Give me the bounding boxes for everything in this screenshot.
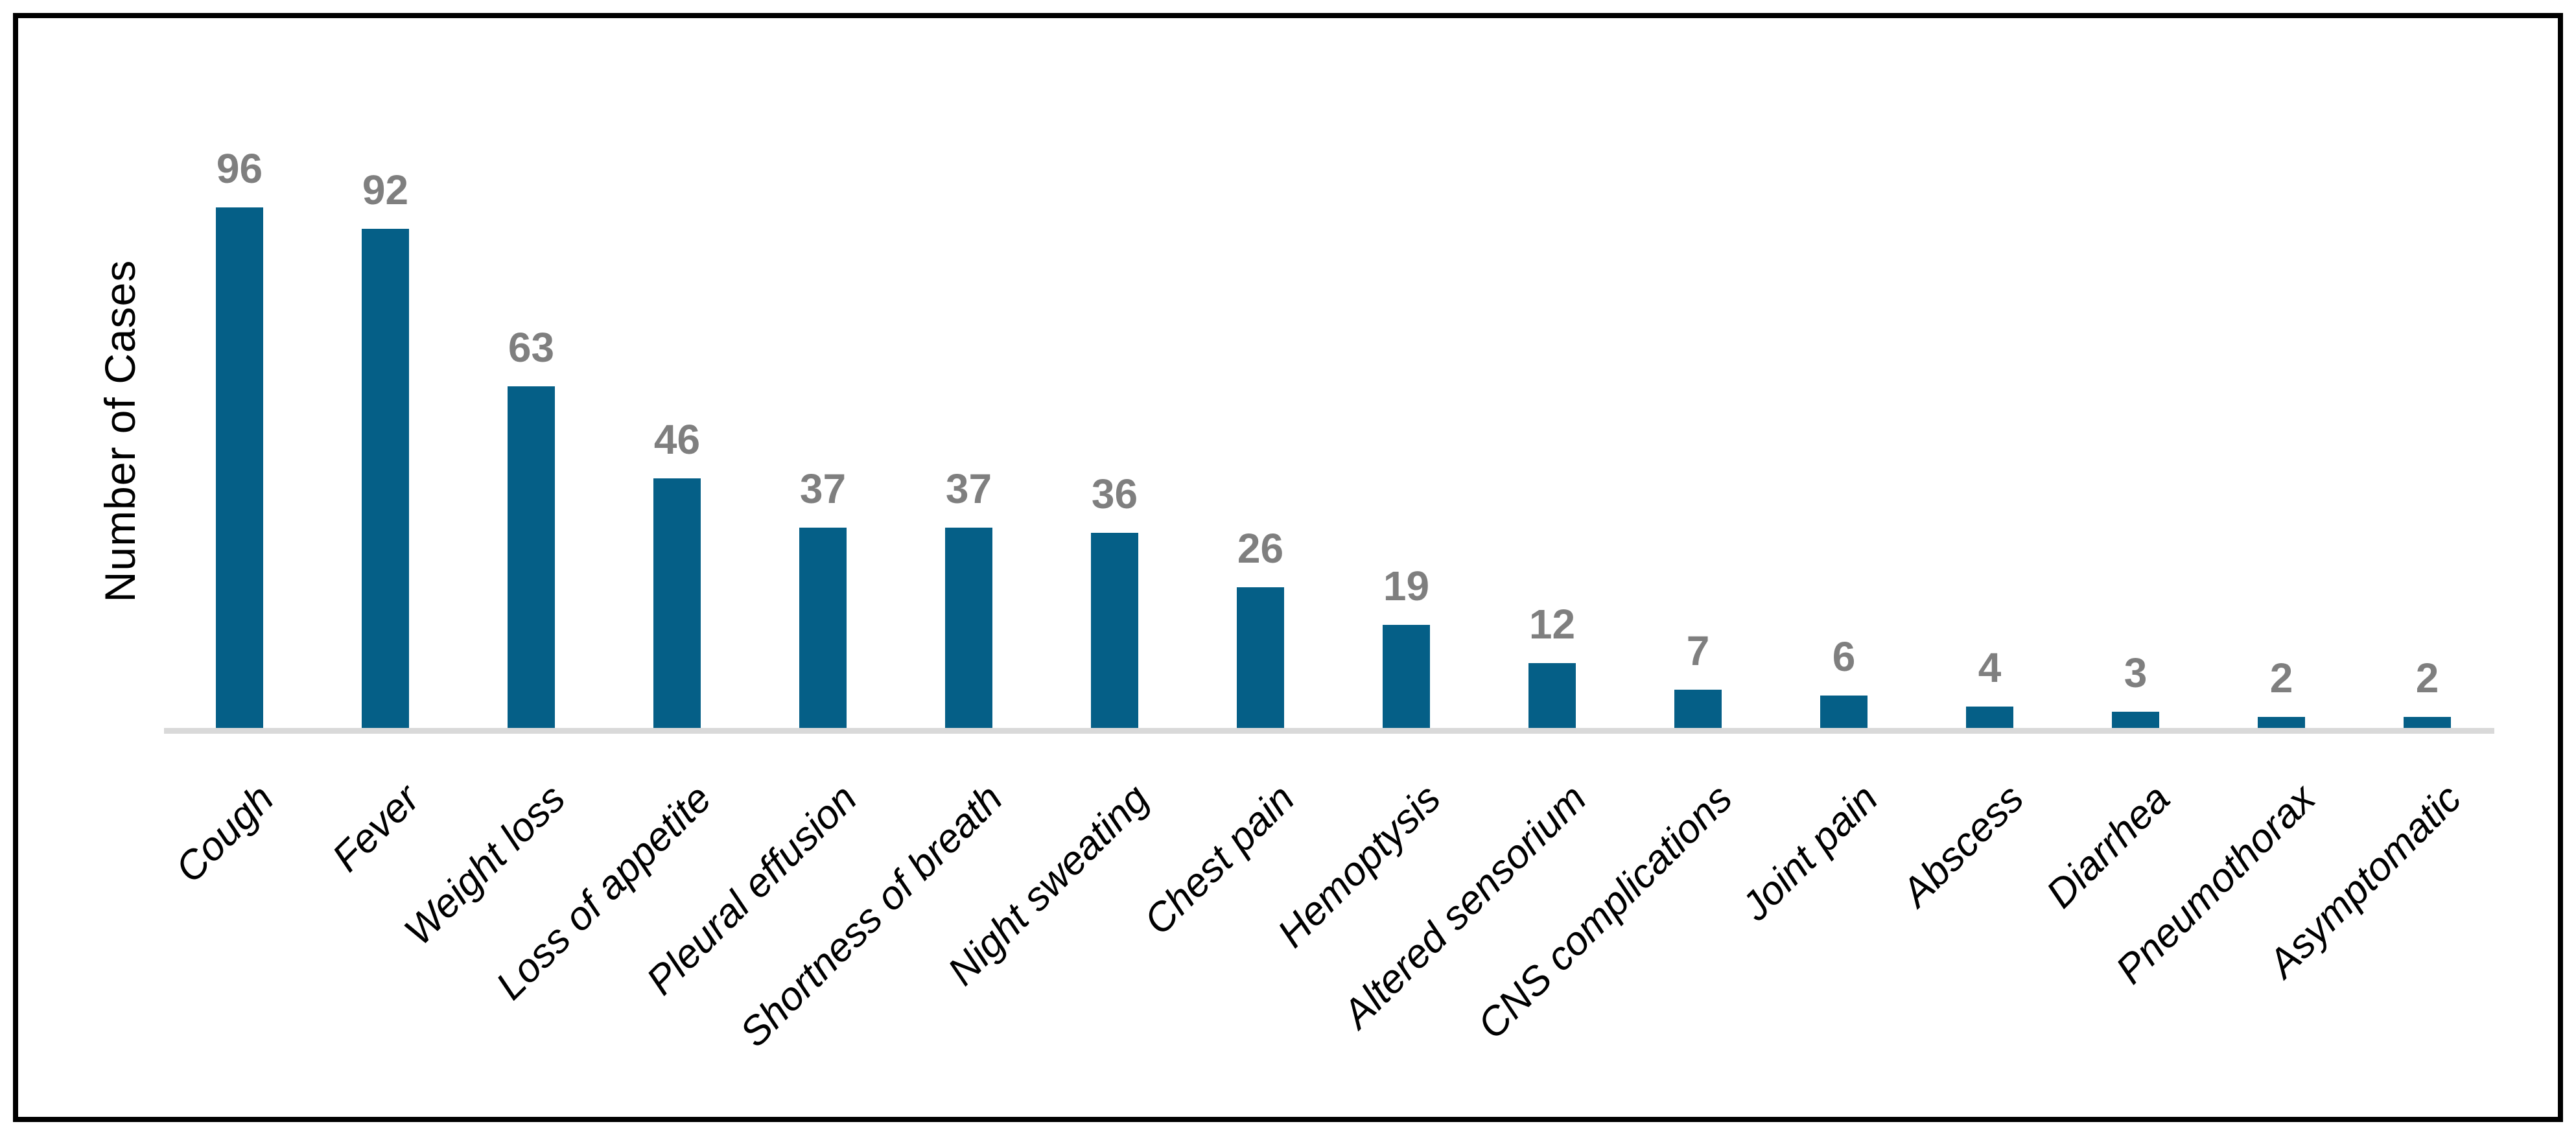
bar	[653, 478, 701, 728]
bar-value-label: 12	[1528, 601, 1576, 648]
y-axis-title-text: Number of Cases	[96, 259, 144, 603]
category-label: Diarrhea	[2037, 776, 2179, 917]
bar	[1674, 690, 1722, 728]
bar	[508, 386, 555, 728]
x-axis-line	[164, 728, 2494, 734]
bar	[1966, 707, 2013, 728]
bar-value-label: 3	[2124, 649, 2148, 696]
bar	[2258, 717, 2305, 728]
bar-value-label: 4	[1978, 644, 2002, 691]
category-label: Fever	[323, 776, 428, 881]
category-label: Altered sensorium	[1334, 776, 1595, 1037]
bar	[1383, 625, 1430, 728]
bar-value-label: 26	[1237, 525, 1284, 572]
category-label: Abscess	[1893, 776, 2033, 915]
bar-value-label: 92	[362, 167, 409, 213]
bar	[216, 207, 263, 728]
bar	[1237, 587, 1284, 728]
bar-value-label: 63	[508, 324, 555, 371]
bar	[1091, 533, 1138, 728]
category-label: CNS complications	[1469, 776, 1741, 1048]
bar-value-label: 7	[1686, 627, 1710, 674]
bar-value-label: 96	[216, 145, 263, 192]
bar	[362, 229, 409, 728]
bar	[2404, 717, 2451, 728]
bar-value-label: 6	[1832, 633, 1856, 680]
bar-value-label: 2	[2415, 655, 2439, 701]
bar	[1820, 696, 1868, 728]
bar-value-label: 37	[799, 465, 847, 512]
bar	[945, 528, 992, 728]
bar-value-label: 19	[1383, 563, 1430, 609]
bar-value-label: 36	[1091, 471, 1138, 517]
category-label: Joint pain	[1733, 776, 1887, 930]
bar-value-label: 46	[653, 416, 701, 463]
category-label: Shortness of breath	[732, 776, 1012, 1056]
bar-value-label: 2	[2269, 655, 2293, 701]
category-label: Cough	[167, 776, 283, 892]
bar	[1528, 663, 1576, 728]
bar	[2112, 712, 2159, 728]
bar-value-label: 37	[945, 465, 992, 512]
bar	[799, 528, 847, 728]
